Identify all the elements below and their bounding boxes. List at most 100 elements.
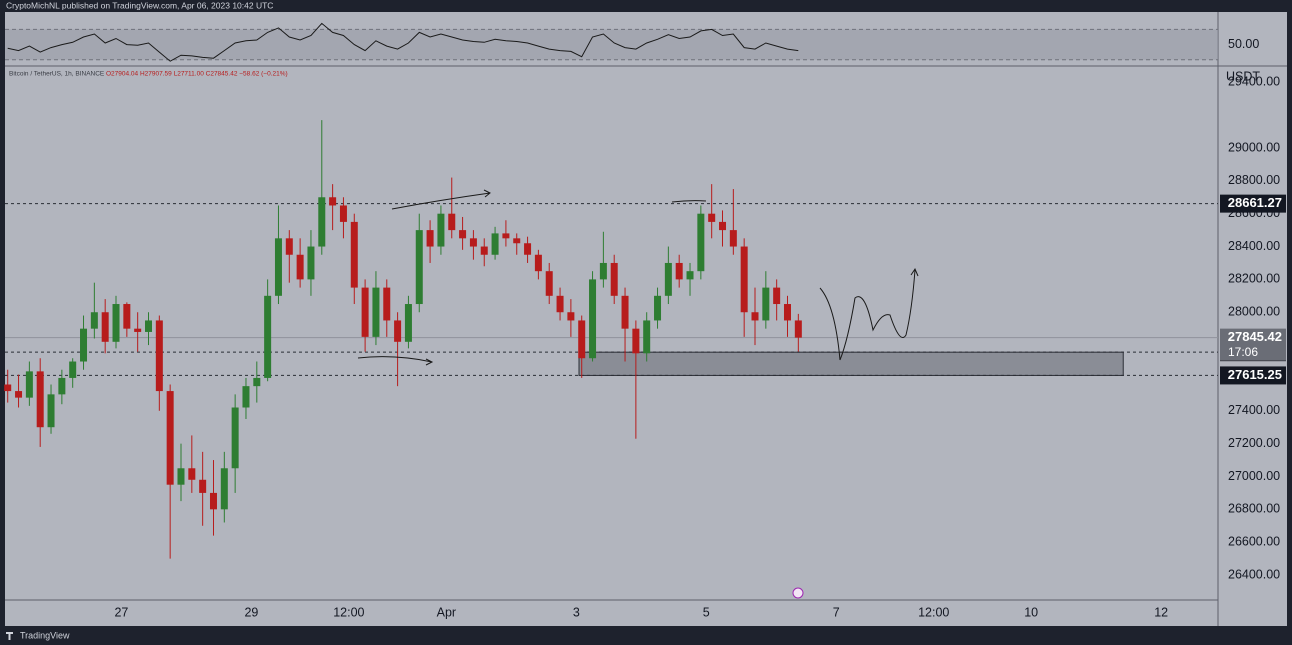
candle-body (437, 213, 445, 247)
candle-body (177, 468, 185, 485)
drawn-arrow (357, 356, 434, 366)
candle-body (58, 377, 66, 395)
y-axis-label: USDT (1226, 69, 1260, 83)
candle-body (296, 254, 304, 280)
candle-body (25, 371, 33, 398)
drawn-line (671, 200, 707, 203)
candle-body (599, 262, 607, 280)
header: CryptoMichNL published on TradingView.co… (6, 0, 273, 10)
candle-body (448, 213, 456, 231)
candle-body (502, 233, 510, 239)
candle-body (491, 233, 499, 255)
countdown: 17:06 (1228, 345, 1258, 359)
candle-body (123, 304, 131, 329)
drawn-arrow (391, 189, 491, 210)
price-line-label: 28661.27 (1228, 195, 1282, 210)
candle-body (740, 246, 748, 313)
candle-body (285, 238, 293, 255)
candle-body (350, 221, 358, 288)
plot-bg (5, 12, 1218, 600)
x-tick-label: 7 (833, 605, 840, 619)
candle-body (524, 243, 532, 255)
candle-body (643, 320, 651, 354)
candle-body (101, 312, 109, 342)
candle-body (426, 230, 434, 247)
rsi-band (5, 29, 1218, 60)
candle-body (15, 391, 23, 398)
candle-body (783, 304, 791, 321)
x-tick-label: 10 (1024, 605, 1038, 619)
candle-body (654, 295, 662, 321)
ohlc-label: O27904.04 H27907.59 L27711.00 C27845.42 … (106, 71, 288, 78)
y-tick-label: 28400.00 (1228, 239, 1280, 253)
candle-body (773, 287, 781, 305)
y-tick-label: 26800.00 (1228, 502, 1280, 516)
last-price-bg (1220, 328, 1286, 361)
candle-body (274, 238, 282, 296)
candle-body (166, 391, 174, 485)
candle-body (318, 197, 326, 247)
footer-logo (6, 632, 13, 640)
candle-body (675, 262, 683, 280)
candle-body (112, 304, 120, 342)
y-tick-label: 27400.00 (1228, 403, 1280, 417)
price-line-label-bg (1220, 366, 1286, 385)
y-tick-label: 27000.00 (1228, 469, 1280, 483)
candle-body (36, 371, 44, 428)
candle-body (339, 205, 347, 222)
candle-body (415, 230, 423, 305)
candle-body (220, 468, 228, 510)
y-tick-label: 28200.00 (1228, 272, 1280, 286)
candle-body (459, 230, 467, 239)
candle-body (307, 246, 315, 280)
candle-body (199, 479, 207, 493)
candle-body (404, 304, 412, 342)
x-tick-label: 12:00 (918, 605, 949, 619)
y-tick-label: 28000.00 (1228, 305, 1280, 319)
candle-body (69, 361, 77, 378)
candle-body (47, 394, 55, 428)
x-tick-label: Apr (437, 605, 456, 619)
candle-body (480, 246, 488, 255)
y-tick-label: 26600.00 (1228, 534, 1280, 548)
candle-body (751, 312, 759, 321)
y-tick-label: 29400.00 (1228, 75, 1280, 89)
zone (578, 351, 1124, 376)
rsi-line (7, 22, 799, 62)
candle-body (4, 384, 12, 392)
y-tick-label: 29000.00 (1228, 140, 1280, 154)
candle-body (264, 295, 272, 378)
candle-body (632, 328, 640, 354)
candle-body (621, 295, 629, 329)
candle-body (556, 295, 564, 313)
candle-body (394, 320, 402, 342)
candle-body (762, 287, 770, 321)
price-line-label-bg (1220, 194, 1286, 213)
candle-body (794, 320, 802, 338)
x-tick-label: 12:00 (333, 605, 364, 619)
axis-bg (1218, 12, 1287, 626)
x-tick-label: 3 (573, 605, 580, 619)
rsi-tick-label: 50.00 (1228, 37, 1259, 51)
candle-body (242, 386, 250, 408)
candle-body (134, 328, 142, 332)
price-line-label: 27615.25 (1228, 367, 1282, 382)
x-tick-label: 27 (114, 605, 128, 619)
y-tick-label: 26400.00 (1228, 567, 1280, 581)
candle-body (155, 320, 163, 392)
candle-body (513, 238, 521, 244)
candle-body (188, 468, 196, 480)
candle-body (567, 312, 575, 321)
candle-body (589, 279, 597, 359)
y-tick-label: 27200.00 (1228, 436, 1280, 450)
symbol-label: Bitcoin / TetherUS, 1h, BINANCE (9, 71, 105, 78)
x-tick-label: 12 (1154, 605, 1168, 619)
candle-body (253, 377, 261, 387)
candle-body (90, 312, 98, 329)
event-icon[interactable] (792, 587, 804, 599)
candle-body (610, 262, 618, 296)
drawn-path (819, 267, 919, 361)
candle-body (697, 213, 705, 272)
footer: TradingView (20, 630, 70, 640)
